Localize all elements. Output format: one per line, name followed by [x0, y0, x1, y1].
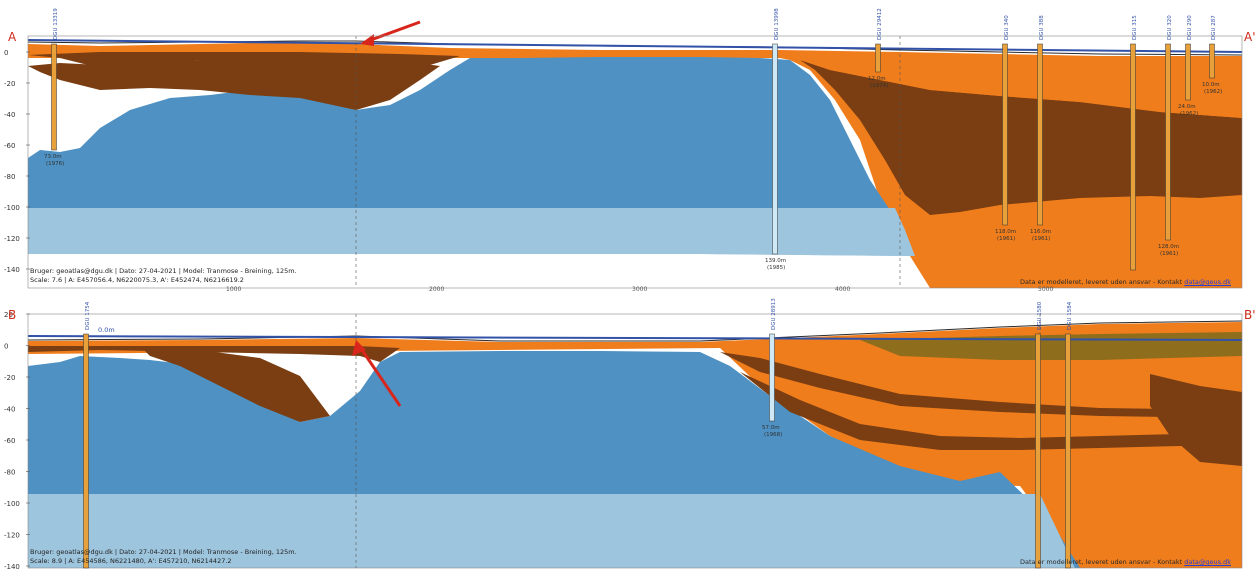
y-tick-label: -100 [4, 204, 20, 212]
borehole-year: (1985) [767, 265, 785, 271]
borehole-id: DGU 13319 [53, 8, 59, 40]
borehole-year: (1974) [870, 83, 888, 89]
x-tick-label: 1000 [226, 286, 241, 292]
disclaimer-text: Data er modelleret, leveret uden ansvar … [1020, 558, 1183, 566]
borehole-depth: 128.0m [1158, 244, 1179, 250]
section-b-start-label: B [8, 308, 17, 322]
borehole[interactable] [769, 333, 775, 422]
borehole-year: (1961) [1160, 251, 1178, 257]
water-level-label: 0.0m [98, 326, 115, 334]
x-tick-label: 4000 [835, 286, 850, 292]
borehole-year: (1962) [1204, 89, 1222, 95]
y-tick-label: -140 [4, 266, 20, 274]
section-a-meta-user: Bruger: geoatlas@dgu.dk | Dato: 27-04-20… [30, 267, 297, 275]
borehole-year: (1961) [1032, 236, 1050, 242]
red-arrow-a [367, 20, 421, 43]
borehole-depth: 118.0m [995, 229, 1016, 235]
section-a-disclaimer: Data er modelleret, leveret uden ansvar … [1020, 278, 1231, 286]
borehole[interactable] [1185, 43, 1191, 101]
borehole[interactable] [875, 43, 881, 73]
borehole[interactable] [1035, 333, 1041, 569]
y-tick-label: -80 [4, 469, 15, 477]
y-tick-label: 0 [4, 343, 8, 351]
borehole-depth: 24.0m [1178, 104, 1196, 110]
borehole-year: (1962) [1180, 111, 1198, 117]
x-tick-label: 2000 [429, 286, 444, 292]
clay-body-east [1150, 374, 1242, 466]
clay-layer-west [140, 346, 330, 422]
x-tick-label: 3000 [632, 286, 647, 292]
disclaimer-link[interactable]: data@geus.dk [1184, 558, 1231, 566]
borehole[interactable] [1002, 43, 1008, 226]
cross-section-a-canvas: 0 -20 -40 -60 -80 -100 -120 -140 1000 2000 3000 400… [4, 8, 1243, 292]
borehole[interactable] [1130, 43, 1136, 271]
y-tick-label: -60 [4, 437, 15, 445]
borehole[interactable] [1037, 43, 1043, 226]
borehole[interactable] [772, 43, 778, 255]
borehole[interactable] [1209, 43, 1215, 79]
y-tick-label: -60 [4, 142, 15, 150]
borehole-depth: 10.0m [1202, 82, 1220, 88]
borehole-id: DGU 388 [1039, 15, 1045, 40]
deep-limestone-layer-2 [28, 208, 915, 256]
borehole-depth: 73.0m [44, 154, 62, 160]
y-tick-label: -20 [4, 80, 15, 88]
y-tick-label: -20 [4, 374, 15, 382]
borehole-id: DGU 1754 [85, 301, 91, 330]
section-b-meta-user: Bruger: geoatlas@dgu.dk | Dato: 27-04-20… [30, 548, 297, 556]
section-b-meta-scale: Scale: 8.9 | A: E454586, N6221480, A': E… [30, 557, 232, 565]
section-a-start-label: A [8, 30, 17, 44]
y-tick-label: 0 [4, 49, 8, 57]
borehole-id: DGU 13998 [774, 8, 780, 40]
borehole-depth: 116.0m [1030, 229, 1051, 235]
section-a-meta-scale: Scale: 7.6 | A: E457056.4, N6220075.3, A… [30, 276, 244, 284]
borehole[interactable] [1065, 333, 1071, 569]
borehole-id: DGU 1584 [1067, 301, 1073, 330]
deep-limestone-layer-2 [28, 494, 1075, 568]
borehole-year: (1976) [46, 161, 64, 167]
x-tick-label: 5000 [1038, 286, 1053, 292]
borehole-id: DGU 287 [1211, 15, 1217, 40]
y-tick-label: 20 [4, 311, 13, 319]
borehole-id: DGU 290 [1187, 15, 1193, 40]
borehole-id: DGU 28913 [771, 298, 777, 330]
y-tick-label: -140 [4, 563, 20, 571]
section-b-disclaimer: Data er modelleret, leveret uden ansvar … [1020, 558, 1231, 566]
borehole-depth: 57.0m [762, 425, 780, 431]
limestone-layer [28, 57, 890, 254]
section-a-end-label: A' [1244, 30, 1256, 44]
borehole-id: DGU 1580 [1037, 301, 1043, 330]
y-tick-label: -120 [4, 532, 20, 540]
borehole[interactable] [51, 43, 57, 151]
red-arrow-b [360, 349, 402, 407]
clay-layer-lower [28, 60, 440, 110]
borehole-depth: 12.0m [868, 76, 886, 82]
borehole-id: DGU 340 [1004, 15, 1010, 40]
clay-layer-east-2 [740, 372, 1242, 450]
borehole[interactable] [1165, 43, 1171, 241]
disclaimer-link[interactable]: data@geus.dk [1184, 278, 1231, 286]
cross-section-b-canvas: 20 0 -20 -40 -60 -80 -100 -120 -140 DGU 1754 DGU 2… [4, 298, 1243, 571]
borehole-id: DGU 320 [1167, 15, 1173, 40]
cross-section-a: 0 -20 -40 -60 -80 -100 -120 -140 1000 2000 3000 400… [4, 8, 1256, 292]
y-tick-label: -40 [4, 111, 15, 119]
borehole-depth: 139.0m [765, 258, 786, 264]
y-tick-label: -100 [4, 500, 20, 508]
disclaimer-text: Data er modelleret, leveret uden ansvar … [1020, 278, 1183, 286]
sand-layer [28, 322, 1242, 568]
terrain-surface [27, 320, 1243, 342]
y-tick-label: -80 [4, 173, 15, 181]
sand-cap-east [780, 52, 1242, 118]
borehole-year: (1961) [997, 236, 1015, 242]
borehole-id: DGU 29412 [877, 8, 883, 40]
cross-section-b: 20 0 -20 -40 -60 -80 -100 -120 -140 DGU 1754 DGU 2… [0, 296, 1259, 572]
y-tick-label: -40 [4, 406, 15, 414]
section-b-end-label: B' [1244, 308, 1256, 322]
borehole[interactable] [83, 333, 89, 569]
borehole-id: DGU 315 [1132, 15, 1138, 40]
y-tick-label: -120 [4, 235, 20, 243]
borehole-year: (1968) [764, 432, 782, 438]
clay-cap-west [28, 346, 400, 362]
